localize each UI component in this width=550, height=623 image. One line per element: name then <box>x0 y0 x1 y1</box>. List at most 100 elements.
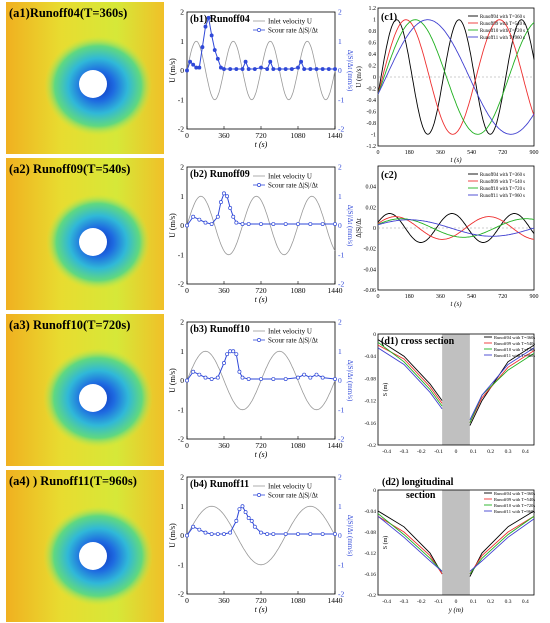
y-right-axis-label: Δ|S|/Δt (mm/s) <box>346 205 354 247</box>
scour-rate-point <box>197 372 202 377</box>
legend-scour-label: Scour rate Δ|S|/Δt <box>268 492 318 500</box>
y-tick-label: -1.2 <box>367 144 377 150</box>
x-tick-label: 1080 <box>291 441 306 450</box>
y-tick-label: -0.08 <box>365 530 377 536</box>
scour-rate-point <box>228 67 233 71</box>
scour-image-column: (a1)Runoff04(T=360s) (a2) Runoff09(T=540… <box>6 0 164 623</box>
scour-rate-point <box>243 59 248 64</box>
legend-scour-label: Scour rate Δ|S|/Δt <box>268 337 318 345</box>
series-line <box>377 19 535 135</box>
legend-scour-marker <box>257 338 261 342</box>
scour-rate-point <box>249 518 254 523</box>
scour-rate-point <box>240 504 245 509</box>
scour-rate-point <box>215 214 220 219</box>
scour-rate-point <box>203 220 208 225</box>
scour-rate-line <box>186 350 336 381</box>
scour-rate-point <box>197 65 202 70</box>
x-tick-label: 540 <box>467 150 476 156</box>
scour-rate-point <box>271 67 276 71</box>
legend-scour-label: Scour rate Δ|S|/Δt <box>268 182 318 190</box>
scour-rate-point <box>215 532 220 536</box>
x-axis-label: t (s) <box>255 140 268 149</box>
scour-rate-point <box>283 222 288 226</box>
scour-rate-point <box>308 222 313 226</box>
y-tick-label: -1 <box>178 250 184 259</box>
panel-title: (b3) Runoff10 <box>190 324 250 335</box>
legend-label: Runoff11 with T=960s <box>494 509 535 514</box>
x-tick-label: 1440 <box>328 286 343 295</box>
x-tick-label: 720 <box>255 441 267 450</box>
scour-rate-point <box>283 532 288 536</box>
y-tick-label: -0.16 <box>365 572 377 578</box>
y-tick-label: 0 <box>373 332 376 338</box>
y-right-tick-label: 2 <box>338 8 342 17</box>
legend-scour-marker <box>257 183 261 187</box>
y-tick-label: 0.04 <box>366 185 377 191</box>
series-line <box>469 515 535 575</box>
x-tick-label: 0 <box>185 441 189 450</box>
y-tick-label: 0 <box>180 221 184 230</box>
y-right-tick-label: 0 <box>338 66 342 75</box>
scour-rate-point <box>320 222 325 226</box>
inlet-velocity-line <box>186 195 336 256</box>
scour-rate-point <box>333 532 337 536</box>
scour-rate-point <box>240 375 245 380</box>
scour-rate-point <box>314 372 319 377</box>
scour-rate-point <box>271 532 276 536</box>
y-tick-label: -0.2 <box>367 443 376 449</box>
series-line <box>377 218 535 238</box>
scour-panel-a3: (a3) Runoff10(T=720s) <box>6 314 164 466</box>
scour-panel-a4: (a4) ) Runoff11(T=960s) <box>6 470 164 622</box>
panel-title: (b4) Runoff11 <box>190 479 249 490</box>
x-tick-label: 0 <box>185 596 189 605</box>
y-tick-label: -0.8 <box>367 121 377 127</box>
y-tick-label: -2 <box>178 125 184 134</box>
y-axis-label: U (m/s) <box>168 58 177 83</box>
y-right-tick-label: -1 <box>338 405 344 414</box>
y-right-tick-label: -1 <box>338 95 344 104</box>
legend-label: Runoff04 with T=360 s <box>480 15 525 20</box>
scour-rate-point <box>296 532 300 536</box>
scour-rate-point <box>218 65 223 70</box>
y-right-tick-label: 2 <box>338 318 342 327</box>
y-right-tick-label: 0 <box>338 221 342 230</box>
scour-rate-point <box>296 375 300 380</box>
scour-rate-point <box>197 217 202 222</box>
x-axis-label: t (s) <box>255 450 268 459</box>
x-tick-label: 1080 <box>291 131 306 140</box>
y-right-tick-label: -2 <box>338 125 344 134</box>
pier-region <box>442 334 470 445</box>
legend-inlet-label: Inlet velocity U <box>268 328 312 336</box>
x-tick-label: 180 <box>405 150 414 156</box>
y-right-tick-label: -2 <box>338 435 344 444</box>
pier-region <box>442 490 470 595</box>
scour-rate-point <box>246 222 251 226</box>
x-tick-label: 0.1 <box>470 449 477 455</box>
legend-scour-marker <box>257 28 261 32</box>
series-line <box>377 341 443 407</box>
x-axis-label: t (s) <box>255 295 268 304</box>
scour-rate-point <box>225 352 230 357</box>
scour-rate-point <box>333 377 337 381</box>
y-tick-label: 0 <box>373 226 376 232</box>
panel-title: (d1) cross section <box>381 336 455 347</box>
scour-rate-point <box>212 48 217 52</box>
x-tick-label: -0.3 <box>400 599 409 605</box>
y-axis-label: S (m) <box>382 383 389 397</box>
scour-rate-point <box>333 67 337 71</box>
scour-rate-point <box>218 200 223 205</box>
scour-rate-point <box>200 45 205 50</box>
legend-inlet-label: Inlet velocity U <box>268 18 312 26</box>
y-tick-label: -1 <box>178 405 184 414</box>
scour-rate-point <box>188 59 193 64</box>
y-axis-label: U (m/s) <box>168 213 177 238</box>
panel-title: (b1) Runoff04 <box>190 14 250 25</box>
legend-scour-marker <box>257 493 261 497</box>
legend-label: Runoff11 with T=960 s <box>480 194 525 199</box>
scour-rate-point <box>252 524 257 529</box>
legend-label: Runoff11 with T=960 s <box>480 36 525 41</box>
scour-rate-point <box>237 369 242 374</box>
scour-rate-point <box>185 223 189 228</box>
panel-title: (d2) longitudinal <box>382 477 454 488</box>
scour-rate-point <box>191 369 196 374</box>
